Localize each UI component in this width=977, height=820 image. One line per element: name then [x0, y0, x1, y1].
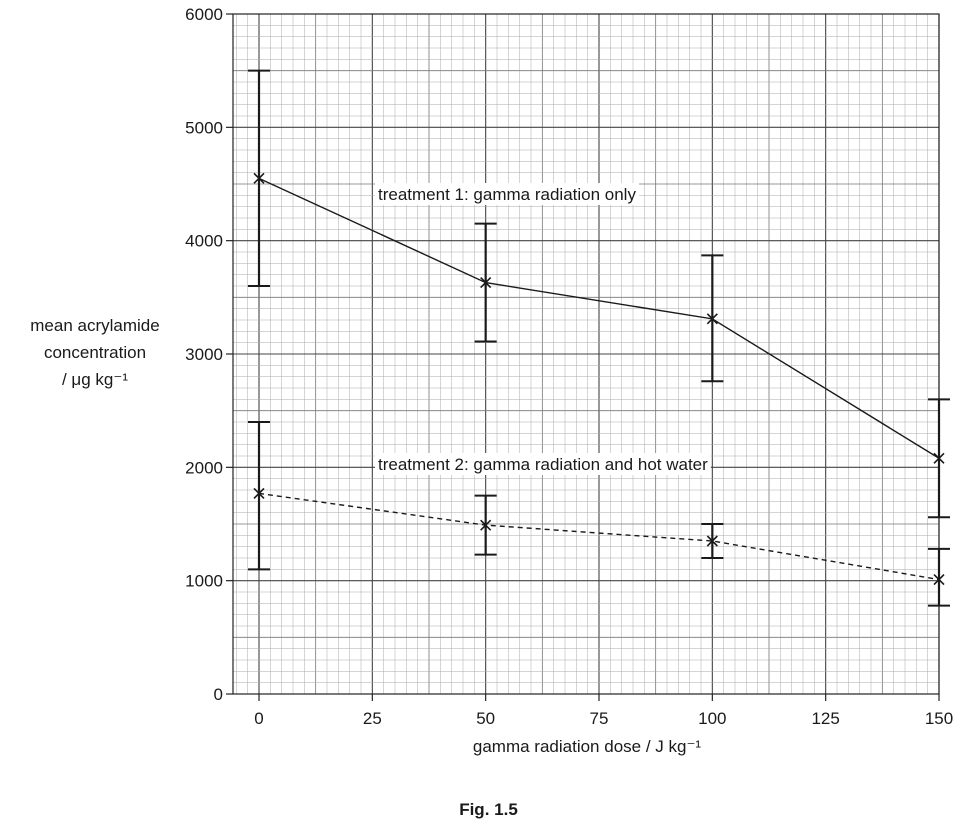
y-axis-label: mean acrylamide concentration / μg kg⁻¹	[0, 312, 190, 393]
x-tick-label: 50	[476, 709, 495, 728]
data-point-marker	[706, 313, 718, 325]
chart: 0 1000 2000 3000 4000 5000 6000 0 25 50 75 100 125 15…	[185, 5, 953, 756]
series-line	[258, 492, 940, 581]
y-tick-label: 2000	[185, 458, 223, 477]
x-tick-label: 150	[925, 709, 953, 728]
x-axis-label: gamma radiation dose / J kg⁻¹	[473, 737, 702, 756]
data-point-marker	[933, 573, 945, 586]
y-tick-label: 3000	[185, 345, 223, 364]
tick-labels: 0 1000 2000 3000 4000 5000 6000 0 25 50 75 100 125 15…	[185, 5, 953, 728]
data-point-marker	[480, 519, 492, 531]
series-group	[248, 69, 950, 607]
x-tick-label: 75	[590, 709, 609, 728]
series-line	[258, 177, 940, 459]
series-label-2: treatment 2: gamma radiation and hot wat…	[378, 455, 708, 474]
y-axis-label-line-2: concentration	[43, 343, 147, 362]
data-point-marker	[253, 172, 265, 184]
x-tick-label: 100	[698, 709, 726, 728]
y-tick-label: 0	[214, 685, 223, 704]
y-axis-label-line-1: mean acrylamide	[30, 316, 160, 335]
series-2	[248, 421, 950, 607]
y-axis-label-line-3: / μg kg⁻¹	[61, 370, 128, 389]
x-tick-label: 125	[811, 709, 839, 728]
y-tick-label: 1000	[185, 572, 223, 591]
x-tick-label: 25	[363, 709, 382, 728]
y-tick-label: 6000	[185, 5, 223, 24]
x-tick-label: 0	[254, 709, 263, 728]
series-label-background	[375, 183, 639, 205]
data-point-marker	[480, 277, 492, 289]
series-label-background	[375, 453, 711, 475]
data-point-marker	[253, 487, 265, 499]
series-labels: treatment 1: gamma radiation only treatme…	[375, 183, 711, 475]
figure-caption: Fig. 1.5	[459, 800, 518, 819]
data-point-marker	[933, 452, 945, 464]
y-tick-label: 5000	[185, 118, 223, 137]
y-tick-label: 4000	[185, 232, 223, 251]
series-1	[248, 69, 950, 519]
data-point-marker	[706, 535, 718, 547]
grid	[233, 13, 940, 695]
series-label-1: treatment 1: gamma radiation only	[378, 185, 636, 204]
